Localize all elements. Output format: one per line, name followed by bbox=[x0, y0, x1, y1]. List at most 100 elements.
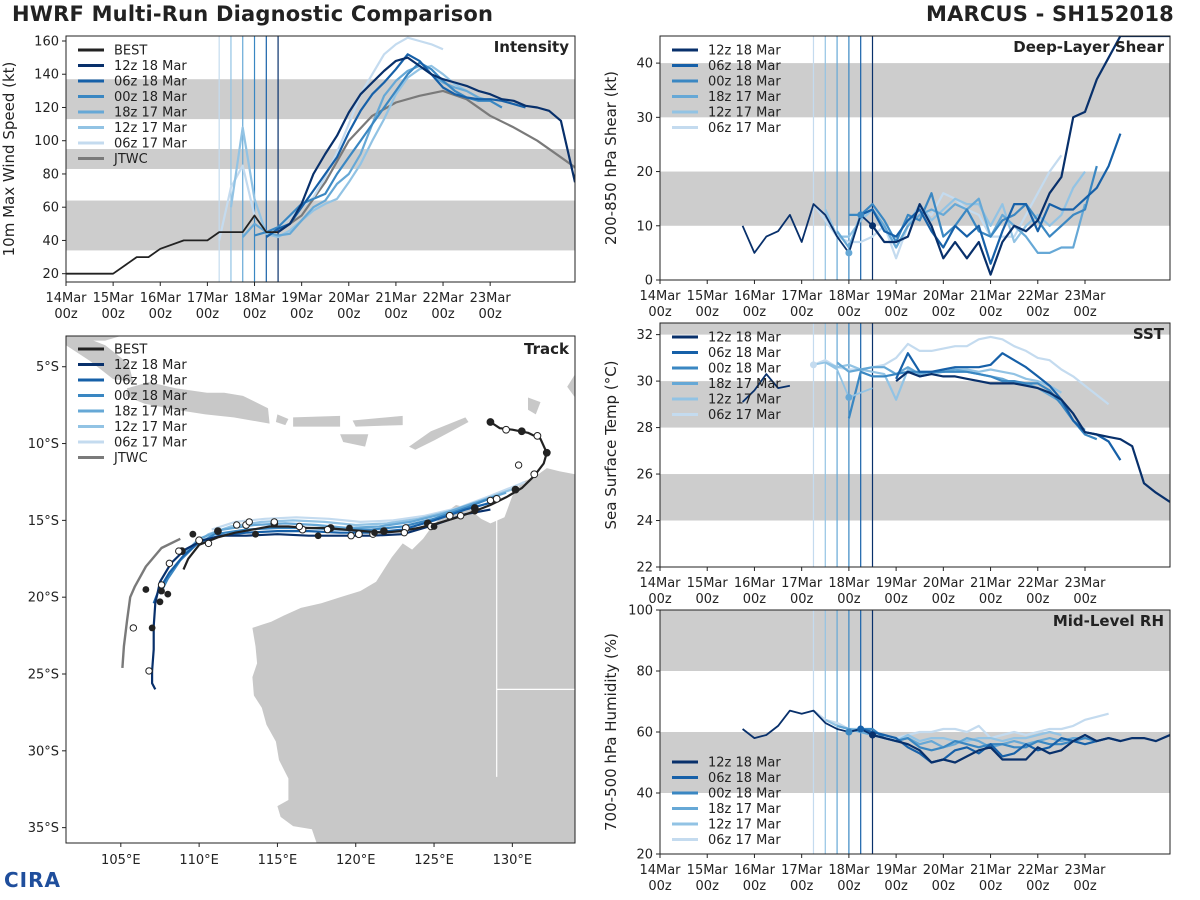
bali-land bbox=[275, 414, 289, 426]
x-tick-label-day: 14Mar bbox=[639, 576, 681, 591]
y-tick-label: 140 bbox=[34, 68, 59, 83]
lon-tick-label: 125°E bbox=[414, 853, 454, 868]
x-tick-label-day: 18Mar bbox=[828, 576, 870, 591]
x-tick-label-day: 15Mar bbox=[687, 863, 729, 878]
y-tick-label: 40 bbox=[636, 787, 653, 802]
tanimbar-land bbox=[528, 397, 541, 415]
forecast-marker-filled bbox=[158, 587, 165, 595]
panel-title: Mid-Level RH bbox=[1053, 612, 1164, 630]
x-tick-label-hour: 00z bbox=[884, 879, 908, 894]
forecast-marker-open bbox=[270, 518, 278, 526]
lombok-sumbawa-land bbox=[293, 415, 341, 427]
x-tick-label-hour: 00z bbox=[101, 307, 125, 322]
forecast-marker-open bbox=[129, 624, 138, 632]
lon-tick-label: 130°E bbox=[493, 853, 533, 868]
series-line-12z-18-mar bbox=[895, 370, 1170, 503]
legend-label: 12z 18 Mar bbox=[708, 44, 781, 59]
x-tick-label-day: 17Mar bbox=[781, 863, 823, 878]
x-tick-label-day: 22Mar bbox=[422, 291, 464, 306]
y-tick-label: 80 bbox=[42, 167, 59, 182]
best-track-marker bbox=[486, 418, 495, 426]
x-tick-label-hour: 00z bbox=[932, 305, 956, 320]
best-track-marker bbox=[354, 530, 363, 539]
x-tick-label-day: 22Mar bbox=[1017, 289, 1059, 304]
legend-label: 06z 18 Mar bbox=[708, 59, 781, 74]
map-area bbox=[66, 336, 575, 843]
series-line-06z-18-mar bbox=[860, 133, 1122, 265]
x-tick-label-hour: 00z bbox=[696, 592, 720, 607]
legend-label: 12z 17 Mar bbox=[114, 420, 187, 435]
series-line-06z-17-mar bbox=[812, 154, 1063, 260]
forecast-marker-filled bbox=[471, 507, 479, 515]
legend-label: 06z 18 Mar bbox=[114, 75, 187, 90]
y-axis-label: Sea Surface Temp (°C) bbox=[602, 360, 620, 529]
forecast-marker-open bbox=[514, 461, 523, 469]
x-tick-label-hour: 00z bbox=[696, 879, 720, 894]
legend-label: JTWC bbox=[113, 451, 148, 466]
legend-label: 12z 17 Mar bbox=[708, 818, 781, 833]
x-tick-label-hour: 00z bbox=[884, 592, 908, 607]
legend-label: 06z 17 Mar bbox=[708, 833, 781, 848]
init-dot bbox=[845, 249, 853, 257]
y-tick-label: 26 bbox=[636, 468, 653, 483]
y-tick-label: 10 bbox=[636, 219, 653, 234]
lat-tick-label: 5°S bbox=[36, 360, 59, 375]
x-tick-label-day: 16Mar bbox=[140, 291, 182, 306]
forecast-marker-open bbox=[456, 512, 465, 520]
forecast-marker-open bbox=[145, 667, 153, 675]
x-tick-label-day: 18Mar bbox=[234, 291, 276, 306]
forecast-marker-filled bbox=[156, 598, 164, 606]
forecast-marker-open bbox=[157, 581, 166, 589]
x-tick-label-hour: 00z bbox=[149, 307, 173, 322]
init-dot bbox=[845, 728, 853, 736]
best-track-marker bbox=[445, 511, 454, 520]
x-tick-label-hour: 00z bbox=[431, 307, 455, 322]
forecast-marker-open bbox=[400, 528, 408, 537]
forecast-marker-open bbox=[486, 496, 495, 505]
series-line-00z-18-mar bbox=[848, 165, 1098, 244]
flores-land bbox=[352, 415, 403, 427]
forecast-marker-open bbox=[175, 547, 183, 555]
x-tick-label-hour: 00z bbox=[743, 879, 767, 894]
x-tick-label-day: 17Mar bbox=[187, 291, 229, 306]
lon-tick-label: 110°E bbox=[179, 853, 219, 868]
map-frame bbox=[65, 335, 576, 844]
x-tick-label-hour: 00z bbox=[979, 305, 1003, 320]
forecast-track-06z-18-mar bbox=[152, 500, 494, 604]
best-track-marker bbox=[195, 536, 204, 545]
intensity-panel: 2040608010012014016014Mar00z15Mar00z16Ma… bbox=[0, 34, 576, 322]
figure-title: HWRF Multi-Run Diagnostic Comparison bbox=[12, 2, 494, 26]
jtwc-line bbox=[277, 89, 575, 233]
x-tick-label-hour: 00z bbox=[979, 879, 1003, 894]
x-tick-label-day: 20Mar bbox=[923, 576, 965, 591]
init-dot bbox=[857, 211, 865, 219]
x-tick-label-day: 22Mar bbox=[1017, 576, 1059, 591]
aru-land bbox=[567, 374, 575, 398]
jtwc-track bbox=[121, 537, 181, 668]
x-tick-label-hour: 00z bbox=[837, 592, 861, 607]
forecast-marker-filled bbox=[430, 523, 438, 530]
x-tick-label-hour: 00z bbox=[648, 592, 672, 607]
x-tick-label-day: 21Mar bbox=[970, 289, 1012, 304]
forecast-marker-filled bbox=[346, 524, 353, 532]
series-line-00z-18-mar bbox=[254, 61, 503, 237]
legend-label: 06z 18 Mar bbox=[708, 771, 781, 786]
cira-logo: CIRA bbox=[4, 868, 61, 892]
x-tick-label-hour: 00z bbox=[290, 307, 314, 322]
x-tick-label-day: 19Mar bbox=[876, 863, 918, 878]
y-tick-label: 160 bbox=[34, 34, 59, 49]
x-tick-label-hour: 00z bbox=[743, 592, 767, 607]
legend-label: 00z 18 Mar bbox=[114, 389, 187, 404]
forecast-marker-filled bbox=[189, 530, 197, 538]
legend-label: 12z 18 Mar bbox=[114, 358, 187, 373]
legend-label: 06z 17 Mar bbox=[708, 121, 781, 136]
series-line-12z-18-mar bbox=[871, 36, 1170, 276]
x-tick-label-hour: 00z bbox=[1073, 592, 1097, 607]
x-tick-label-hour: 00z bbox=[743, 305, 767, 320]
plot-area bbox=[660, 36, 1170, 280]
threshold-band bbox=[660, 323, 1170, 335]
best-track-marker bbox=[380, 527, 388, 536]
best-track-marker bbox=[492, 494, 501, 503]
lat-tick-label: 20°S bbox=[28, 591, 59, 606]
best-line bbox=[741, 373, 791, 403]
